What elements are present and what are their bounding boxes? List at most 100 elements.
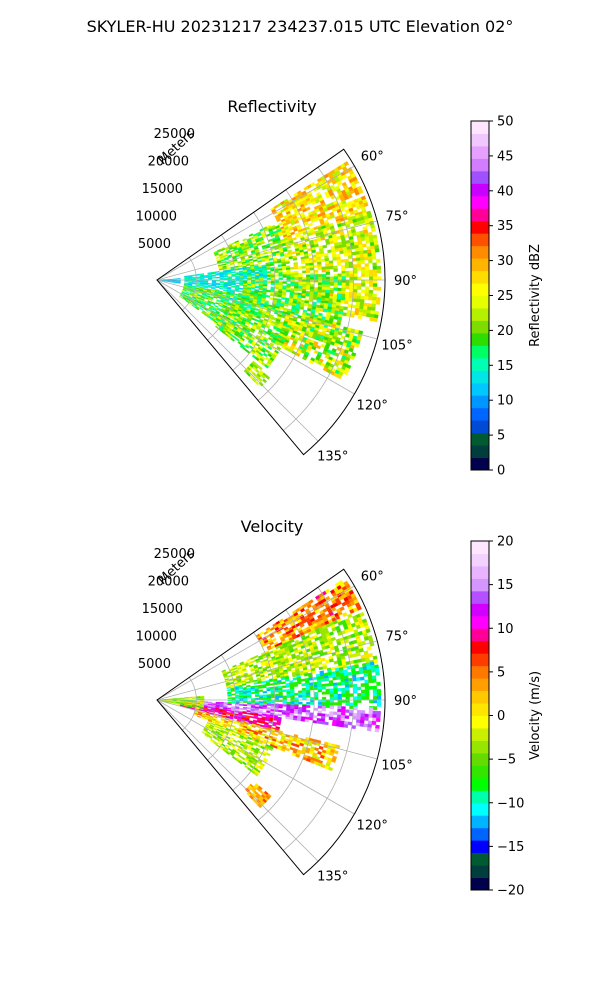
colorbar-segment [471, 865, 489, 879]
colorbar-segment [471, 133, 489, 147]
colorbar-segment [471, 590, 489, 604]
colorbar-segment [471, 220, 489, 234]
velocity-panel: Velocity 5000 10000 15000 20000 25000 60° 75° 9… [136, 517, 543, 899]
azimuth-spoke [156, 640, 378, 701]
range-tick-label: 25000 [154, 547, 195, 562]
azimuth-spoke [156, 699, 378, 760]
colorbar-tick-label: 40 [497, 184, 514, 199]
colorbar-segment [471, 565, 489, 579]
range-tick-label: 25000 [154, 127, 195, 142]
colorbar-segment [471, 345, 489, 359]
azimuth-tick-label: 135° [317, 870, 348, 885]
colorbar-segment [471, 258, 489, 272]
radar-echo-field [160, 579, 382, 809]
colorbar-segment [471, 121, 489, 134]
azimuth-tick-label: 120° [357, 398, 388, 413]
colorbar-tick-label: 45 [497, 149, 514, 164]
colorbar-tick-label: 0 [497, 464, 505, 479]
colorbar-segment [471, 457, 489, 471]
colorbar-segment [471, 445, 489, 459]
colorbar-tick-label: 20 [497, 535, 514, 550]
colorbar-segment [471, 852, 489, 866]
colorbar-segment [471, 727, 489, 741]
azimuth-spoke [156, 279, 378, 340]
colorbar-segment [471, 603, 489, 617]
colorbar-tick-label: −5 [497, 753, 516, 768]
range-ring [182, 257, 197, 311]
colorbar-segment [471, 233, 489, 247]
colorbar-segment [471, 678, 489, 692]
azimuth-tick-label: 90° [394, 694, 417, 709]
range-ring [207, 234, 236, 341]
colorbar-tick-label: 10 [497, 622, 514, 637]
colorbar-segment [471, 815, 489, 829]
colorbar-tick-label: −15 [497, 840, 524, 855]
colorbar-segment [471, 245, 489, 259]
range-tick-label: 20000 [148, 155, 189, 170]
range-tick-label: 15000 [142, 602, 183, 617]
colorbar-tick-label: 30 [497, 254, 514, 269]
sector-outline [156, 568, 386, 876]
azimuth-spoke [156, 220, 378, 281]
range-ring [283, 587, 354, 851]
reflectivity-title: Reflectivity [227, 97, 316, 116]
azimuth-spoke [156, 279, 319, 442]
range-ring [283, 167, 354, 431]
azimuth-spoke [156, 585, 355, 701]
range-ring [257, 609, 315, 821]
colorbar-segment [471, 170, 489, 184]
range-tick-label: 5000 [138, 237, 171, 252]
colorbar-segment [471, 195, 489, 209]
colorbar-segment [471, 295, 489, 309]
colorbar-tick-label: 35 [497, 219, 514, 234]
colorbar-segment [471, 802, 489, 816]
range-ring [257, 189, 315, 401]
colorbar-segment [471, 332, 489, 346]
reflectivity-colorbar: 0 5 10 15 20 25 30 35 40 45 50 Reflectivity dBZ [470, 115, 543, 479]
colorbar-segment [471, 420, 489, 434]
range-ring [182, 677, 197, 731]
colorbar-tick-label: 5 [497, 429, 505, 444]
colorbar-segment [471, 578, 489, 592]
azimuth-tick-label: 75° [386, 210, 409, 225]
range-tick-label: 15000 [142, 182, 183, 197]
colorbar-segment [471, 395, 489, 409]
colorbar-segment [471, 827, 489, 841]
range-ring [232, 632, 276, 791]
velocity-title: Velocity [241, 517, 304, 536]
colorbar-tick-label: 10 [497, 394, 514, 409]
colorbar-segment [471, 407, 489, 421]
colorbar-segment [471, 777, 489, 791]
azimuth-tick-label: 105° [381, 338, 412, 353]
colorbar-segment [471, 703, 489, 716]
colorbar-segment [471, 840, 489, 854]
colorbar-tick-label: −20 [497, 884, 524, 899]
azimuth-tick-label: 105° [381, 758, 412, 773]
colorbar-segment [471, 283, 489, 296]
colorbar-segment [471, 740, 489, 754]
range-tick-label: 10000 [136, 630, 177, 645]
colorbar-segment [471, 628, 489, 642]
colorbar-tick-label: 15 [497, 359, 514, 374]
colorbar-segment [471, 320, 489, 334]
azimuth-tick-label: 75° [386, 630, 409, 645]
colorbar-segment [471, 715, 489, 729]
colorbar-tick-label: 50 [497, 115, 514, 130]
colorbar-tick-label: 0 [497, 709, 505, 724]
colorbar-segment [471, 690, 489, 704]
colorbar-tick-label: −10 [497, 796, 524, 811]
colorbar-segment [471, 877, 489, 891]
azimuth-spoke [156, 165, 355, 281]
colorbar-segment [471, 432, 489, 446]
azimuth-spoke [156, 279, 355, 395]
colorbar-tick-label: 25 [497, 289, 514, 304]
velocity-plot: 5000 10000 15000 20000 25000 60° 75° 90° 105° 120… [136, 547, 417, 885]
colorbar-tick-label: 20 [497, 324, 514, 339]
colorbar-segment [471, 270, 489, 284]
azimuth-tick-label: 135° [317, 450, 348, 465]
colorbar-tick-label: 5 [497, 665, 505, 680]
azimuth-tick-label: 60° [361, 150, 384, 165]
reflectivity-plot: 5000 10000 15000 20000 25000 60° 75° 90° 105° 120… [136, 127, 417, 465]
colorbar-segment [471, 653, 489, 667]
